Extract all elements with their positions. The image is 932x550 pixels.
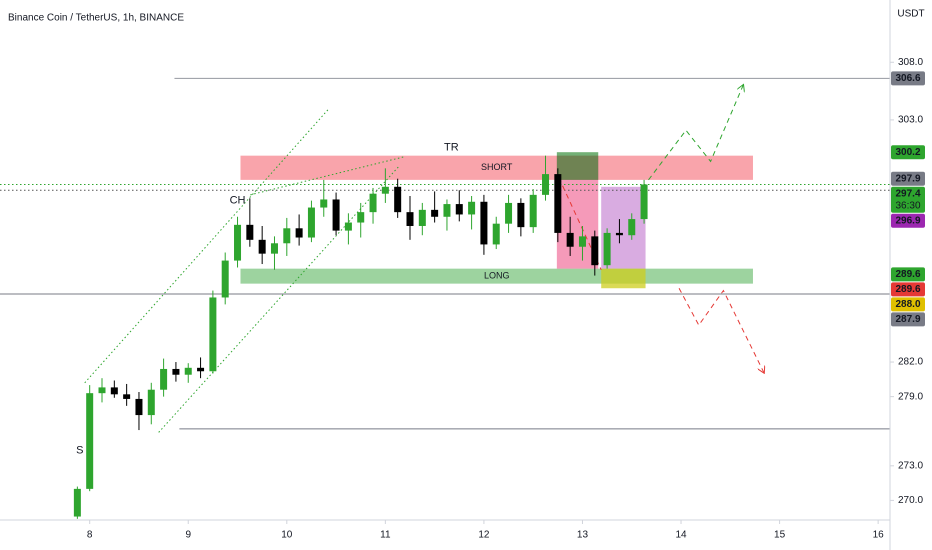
price-label-box: [891, 282, 925, 297]
candle-body: [209, 297, 217, 372]
annotation: TR: [444, 141, 459, 153]
y-tick-label: 279.0: [898, 391, 923, 402]
candle-body: [98, 387, 106, 394]
zone-label: SHORT: [481, 162, 513, 172]
candle-body: [443, 204, 451, 217]
candle-body: [480, 201, 488, 245]
candle-body: [603, 232, 611, 266]
annotation: CH: [230, 195, 246, 207]
candle-body: [307, 207, 315, 238]
candle-body: [270, 243, 278, 254]
x-tick-label: 16: [873, 530, 885, 541]
candle-body: [283, 228, 291, 244]
zone: [601, 268, 646, 289]
annotation: S: [76, 445, 83, 457]
x-tick-label: 12: [478, 530, 490, 541]
candle-body: [615, 232, 623, 236]
candle-body: [357, 212, 365, 223]
x-tick-label: 15: [774, 530, 786, 541]
candle-body: [529, 194, 537, 228]
y-tick-label: 303.0: [898, 115, 923, 126]
candle-body: [369, 193, 377, 213]
price-label-box: [891, 186, 925, 213]
plot-area: SHORT LONG TR CH S: [0, 77, 890, 519]
candle-body: [295, 228, 303, 238]
candle-body: [184, 367, 192, 375]
zone: [556, 152, 599, 180]
candle-body: [542, 174, 550, 195]
price-label-box: [891, 213, 925, 228]
candle-body: [455, 204, 463, 215]
candle-body: [468, 201, 476, 215]
candle-body: [234, 224, 242, 261]
trendline: [648, 85, 744, 181]
candle-body: [554, 174, 562, 233]
price-label: 289.6: [895, 284, 920, 295]
candle-body: [394, 186, 402, 213]
price-label: 297.4: [895, 188, 920, 199]
candle-body: [332, 199, 340, 231]
price-label: 288.0: [895, 299, 920, 310]
candle-body: [578, 236, 586, 247]
x-tick-label: 14: [675, 530, 687, 541]
candle-body: [197, 367, 205, 372]
y-tick-label: 270.0: [898, 495, 923, 506]
candle-body: [566, 232, 574, 247]
y-tick-label: 282.0: [898, 357, 923, 368]
price-label-box: [891, 297, 925, 312]
x-tick-label: 8: [87, 530, 93, 541]
y-tick-label: 273.0: [898, 460, 923, 471]
price-countdown: 36:30: [895, 200, 920, 211]
candle-body: [418, 209, 426, 226]
price-label: 289.6: [895, 269, 920, 280]
price-label-box: [891, 312, 925, 327]
x-tick-label: 13: [577, 530, 589, 541]
candle-body: [147, 389, 155, 416]
x-tick-label: 10: [281, 530, 293, 541]
candle-body: [123, 394, 131, 399]
trendline: [84, 108, 330, 384]
candle-body: [86, 393, 94, 489]
candle-body: [505, 202, 513, 224]
candle-body: [344, 222, 352, 231]
price-label-box: [891, 145, 925, 160]
price-label: 296.9: [895, 215, 920, 226]
candle-body: [221, 260, 229, 298]
candle-body: [591, 236, 599, 266]
chart-title: Binance Coin / TetherUS, 1h, BINANCE: [8, 13, 184, 24]
candle-body: [110, 387, 118, 395]
price-label: 287.9: [895, 314, 920, 325]
y-tick-label: 308.0: [898, 57, 923, 68]
candle-body: [246, 224, 254, 240]
candle-body: [258, 239, 266, 254]
candle-body: [135, 398, 143, 416]
price-label: 306.6: [895, 73, 920, 84]
candle-body: [160, 368, 168, 390]
candle-body: [640, 184, 648, 220]
trendline: [678, 288, 764, 372]
candle-body: [628, 219, 636, 236]
candle-body: [381, 186, 389, 194]
x-tick-label: 9: [185, 530, 191, 541]
price-label-box: [891, 267, 925, 282]
candle-body: [320, 199, 328, 208]
candle-body: [172, 368, 180, 375]
candle-body: [431, 209, 439, 217]
candle-body: [73, 488, 81, 517]
candle-body: [406, 212, 414, 226]
y-axis-unit: USDT: [897, 9, 924, 20]
zone: [240, 155, 753, 180]
trendline: [158, 165, 400, 433]
price-label-box: [891, 71, 925, 86]
x-tick-label: 11: [380, 530, 391, 541]
price-label-box: [891, 171, 925, 186]
candle-body: [517, 202, 525, 228]
price-label: 300.2: [895, 147, 920, 158]
candle-body: [492, 223, 500, 245]
price-label: 297.9: [895, 173, 920, 184]
zone-label: LONG: [484, 271, 510, 281]
